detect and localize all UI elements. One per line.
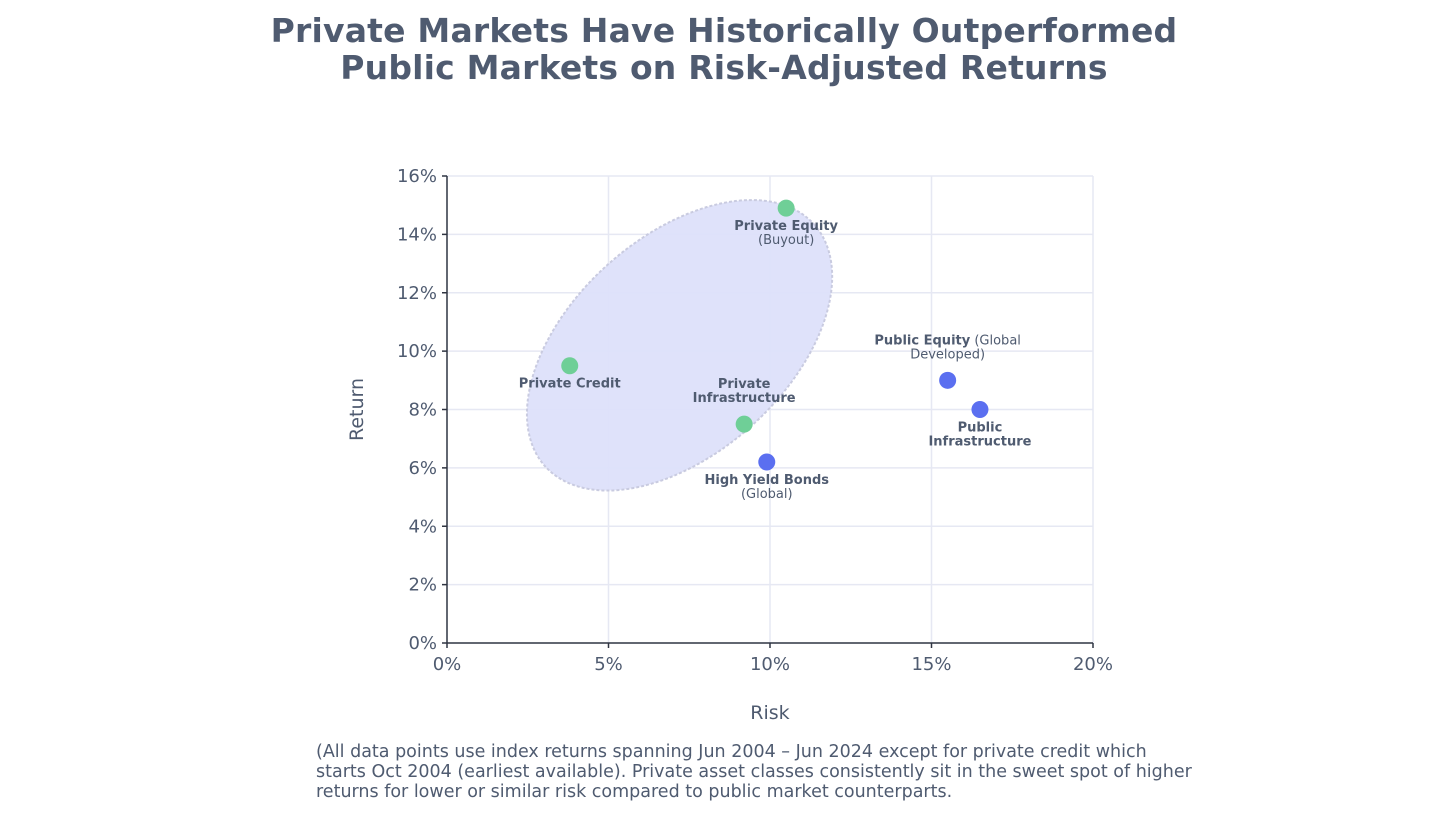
x-tick-label: 15% bbox=[911, 654, 951, 675]
data-points bbox=[561, 199, 989, 471]
y-tick-label: 14% bbox=[397, 224, 437, 245]
point-label-private-equity: (Buyout) bbox=[758, 233, 814, 248]
y-tick-label: 8% bbox=[408, 400, 437, 421]
point-labels: Private Equity(Buyout) Private Credit Priv… bbox=[519, 219, 1032, 502]
x-axis-label: Risk bbox=[750, 702, 789, 724]
x-tick-label: 5% bbox=[594, 654, 623, 675]
y-tick-label: 10% bbox=[397, 341, 437, 362]
tick-labels: 0% 5% 10% 15% 20% 0% 2% 4% 6% 8% 10% 12% 14% 16% bbox=[397, 166, 1113, 675]
x-tick-label: 10% bbox=[750, 654, 790, 675]
chart-title-line-2: Public Markets on Risk-Adjusted Returns bbox=[340, 48, 1108, 87]
y-tick-label: 16% bbox=[397, 166, 437, 187]
point-label-public-equity: Developed) bbox=[910, 347, 985, 362]
point-label-public-infrastructure: Public bbox=[958, 421, 1003, 436]
point-label-private-infrastructure: Private bbox=[718, 377, 771, 392]
y-axis-label: Return bbox=[346, 378, 368, 441]
x-tick-label: 0% bbox=[433, 654, 462, 675]
y-tick-label: 2% bbox=[408, 575, 437, 596]
x-tick-label: 20% bbox=[1073, 654, 1113, 675]
point-public-equity bbox=[939, 371, 957, 389]
point-label-public-infrastructure: Infrastructure bbox=[928, 435, 1031, 450]
y-tick-label: 0% bbox=[408, 633, 437, 654]
y-tick-label: 6% bbox=[408, 458, 437, 479]
point-label-private-infrastructure: Infrastructure bbox=[693, 391, 796, 406]
y-tick-label: 12% bbox=[397, 283, 437, 304]
point-private-credit bbox=[561, 357, 579, 375]
point-label-private-equity: Private Equity bbox=[734, 219, 838, 234]
point-label-high-yield-bonds: High Yield Bonds bbox=[704, 473, 829, 488]
axes bbox=[442, 175, 1094, 648]
point-high-yield-bonds bbox=[758, 453, 776, 471]
point-private-infrastructure bbox=[735, 415, 753, 433]
chart-title-line-1: Private Markets Have Historically Outper… bbox=[270, 11, 1178, 50]
point-label-public-equity: Public Equity (Global bbox=[874, 333, 1021, 348]
chart-title: Private Markets Have Historically Outper… bbox=[0, 12, 1448, 86]
footnote: (All data points use index returns spann… bbox=[316, 742, 1192, 802]
point-label-high-yield-bonds: (Global) bbox=[741, 487, 793, 502]
y-tick-label: 4% bbox=[408, 516, 437, 537]
point-public-infrastructure bbox=[971, 401, 989, 418]
point-private-equity bbox=[777, 199, 795, 217]
point-label-private-credit: Private Credit bbox=[519, 377, 621, 392]
